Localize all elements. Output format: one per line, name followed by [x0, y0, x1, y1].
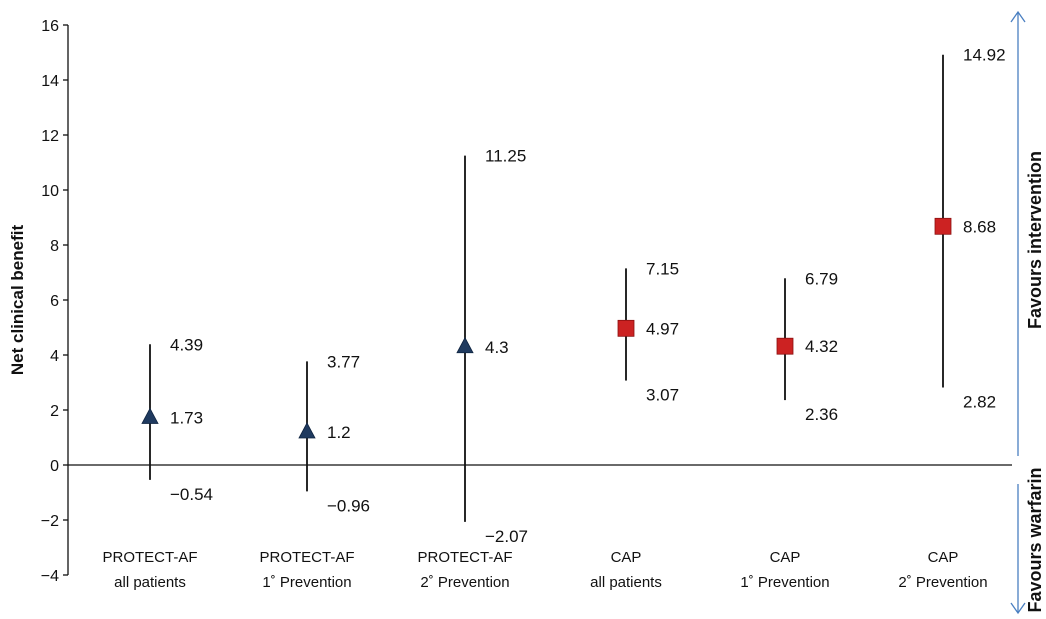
point-estimate-label: 4.32: [805, 337, 838, 356]
category-label-line1: PROTECT-AF: [417, 549, 512, 566]
y-tick-label: 8: [50, 238, 59, 255]
upper-ci-label: 3.77: [327, 352, 360, 371]
y-tick-label: 10: [41, 183, 59, 200]
category-label-line1: PROTECT-AF: [259, 549, 354, 566]
y-tick-label: −2: [41, 513, 59, 530]
point-estimate-label: 4.3: [485, 338, 509, 357]
category-label-line2: 2˚ Prevention: [420, 574, 509, 591]
point-estimate-triangle: [141, 407, 159, 424]
upper-ci-label: 7.15: [646, 259, 679, 278]
y-tick-label: 12: [41, 128, 59, 145]
point-estimate-label: 1.2: [327, 423, 351, 442]
y-tick-label: −4: [41, 568, 59, 585]
favours-intervention-label: Favours intervention: [1025, 151, 1045, 329]
y-tick-label: 4: [50, 348, 59, 365]
lower-ci-label: 3.07: [646, 386, 679, 405]
lower-ci-label: 2.82: [963, 392, 996, 411]
y-tick-label: 6: [50, 293, 59, 310]
lower-ci-label: −0.96: [327, 496, 370, 515]
lower-ci-label: 2.36: [805, 405, 838, 424]
point-estimate-label: 8.68: [963, 217, 996, 236]
category-label-line2: 1˚ Prevention: [740, 574, 829, 591]
category-label-line2: all patients: [114, 574, 186, 591]
y-tick-label: 0: [50, 458, 59, 475]
point-estimate-square: [934, 217, 952, 235]
category-labels: PROTECT-AF all patients PROTECT-AF 1˚ Preve…: [102, 549, 987, 591]
category-label-line2: all patients: [590, 574, 662, 591]
point-estimate-label: 1.73: [170, 408, 203, 427]
y-axis-label: Net clinical benefit: [8, 225, 27, 376]
lower-ci-label: −2.07: [485, 527, 528, 546]
y-tick-label: 14: [41, 73, 59, 90]
marks-layer: 4.39 1.73 −0.54 3.77 1.2 −0.96 11.25 4.3 −2.07 7.…: [141, 46, 1006, 546]
point-estimate-square: [617, 319, 635, 337]
favours-warfarin-label: Favours warfarin: [1025, 467, 1045, 612]
point-estimate-square: [776, 337, 794, 355]
point-estimate-triangle: [298, 422, 316, 439]
category-label-line1: CAP: [611, 549, 642, 566]
upper-ci-label: 14.92: [963, 46, 1006, 65]
upper-ci-label: 6.79: [805, 269, 838, 288]
arrowhead-down: [1010, 602, 1026, 615]
category-label-line1: CAP: [928, 549, 959, 566]
upper-ci-label: 4.39: [170, 335, 203, 354]
point-estimate-triangle: [456, 336, 474, 354]
upper-ci-label: 11.25: [485, 147, 526, 166]
point-estimate-label: 4.97: [646, 319, 679, 338]
category-label-line2: 1˚ Prevention: [262, 574, 351, 591]
y-tick-label: 2: [50, 403, 59, 420]
lower-ci-label: −0.54: [170, 485, 213, 504]
annotation-layer: Favours intervention Favours warfarin: [1010, 10, 1045, 615]
arrowhead-up: [1010, 10, 1026, 23]
category-label-line1: CAP: [770, 549, 801, 566]
category-label-line2: 2˚ Prevention: [898, 574, 987, 591]
axis-layer: 16 14 12 10 8 6 4 2 0 −2 −4: [41, 18, 1012, 585]
y-tick-label: 16: [41, 18, 59, 35]
category-label-line1: PROTECT-AF: [102, 549, 197, 566]
